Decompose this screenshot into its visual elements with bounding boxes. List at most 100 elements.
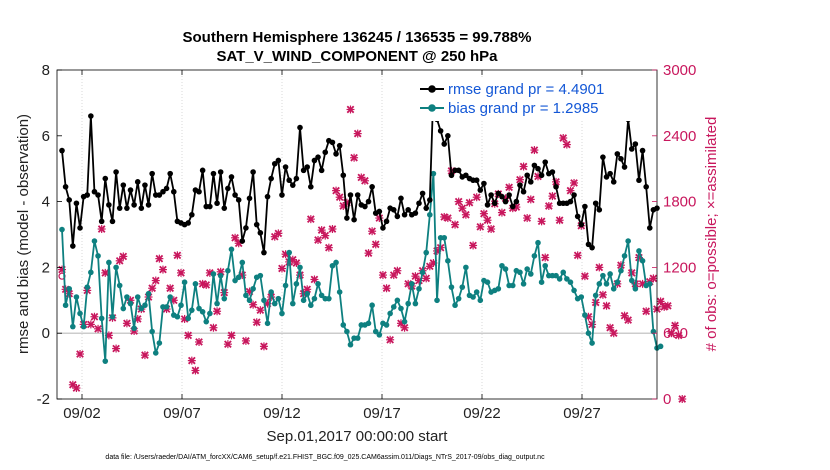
obs-assimilated-marker	[606, 323, 615, 332]
bias-point	[264, 320, 271, 327]
bias-point	[441, 234, 448, 241]
rmse-series	[59, 86, 660, 256]
y-tick-label-0: -2	[37, 391, 50, 408]
bias-point	[232, 277, 238, 284]
obs-assimilated-marker	[223, 340, 232, 349]
bias-point	[614, 279, 621, 286]
obs-assimilated-marker	[191, 366, 200, 375]
bias-point	[427, 211, 433, 218]
bias-point	[246, 297, 253, 304]
y-tick-label-5: 8	[42, 62, 50, 79]
bias-point	[398, 305, 404, 312]
rmse-point	[567, 198, 574, 205]
obs-assimilated-marker	[469, 241, 478, 250]
rmse-point	[614, 151, 621, 157]
bias-point	[463, 264, 469, 271]
bias-point	[448, 284, 455, 290]
x-tick-label-5: 09/27	[563, 405, 601, 422]
obs-assimilated-marker	[555, 216, 564, 225]
rmse-point	[351, 216, 357, 223]
rmse-point	[77, 225, 83, 231]
rmse-point	[160, 188, 166, 195]
y2-axis-label: # of obs: o=possible; ×=assimilated	[703, 117, 720, 352]
rmse-point	[91, 188, 98, 195]
rmse-point	[553, 183, 559, 190]
x-tick-label-2: 09/12	[263, 405, 301, 422]
x-axis-label: Sep.01,2017 00:00:00 start	[267, 428, 449, 445]
bias-point	[228, 246, 235, 253]
bias-point	[221, 295, 228, 302]
rmse-point	[59, 147, 65, 154]
obs-assimilated-marker	[422, 274, 431, 283]
bias-point	[430, 170, 437, 177]
obs-assimilated-marker	[573, 251, 582, 260]
rmse-point	[257, 230, 264, 236]
bias-point	[70, 323, 76, 330]
x-axis-ticks: 09/02 09/07 09/12 09/17 09/22 09/27	[63, 70, 601, 422]
bias-point	[408, 281, 415, 287]
obs-assimilated-marker	[602, 301, 611, 310]
rmse-point	[354, 192, 361, 198]
rmse-point	[455, 167, 462, 174]
obs-assimilated-marker	[519, 162, 528, 171]
rmse-point	[643, 183, 649, 190]
obs-assimilated-marker	[667, 329, 676, 338]
obs-assimilated-marker	[598, 290, 607, 299]
rmse-point	[189, 211, 195, 218]
rmse-point	[311, 157, 318, 164]
bias-point	[412, 300, 419, 307]
bias-point	[329, 262, 336, 269]
bias-point	[452, 302, 458, 309]
rmse-point	[145, 202, 152, 208]
bias-point	[347, 341, 354, 348]
rmse-point	[538, 172, 545, 179]
obs-assimilated-marker	[487, 225, 496, 234]
rmse-point	[600, 154, 606, 160]
obs-assimilated-marker	[562, 140, 571, 149]
rmse-point	[542, 159, 549, 165]
rmse-point	[484, 202, 491, 208]
rmse-point	[531, 162, 538, 169]
bias-point	[203, 318, 210, 325]
data-file-footer: data file: /Users/raeder/DAI/ATM_forcXX/…	[105, 454, 545, 461]
bias-point	[300, 297, 307, 304]
y2-tick-label-4: 2400	[663, 128, 696, 145]
bias-point	[499, 262, 505, 269]
rmse-point	[84, 192, 91, 198]
obs-assimilated-marker	[155, 254, 164, 263]
obs-assimilated-marker	[548, 192, 557, 201]
rmse-point	[134, 179, 141, 185]
bias-point	[455, 295, 462, 302]
rmse-point	[271, 160, 278, 167]
obs-assimilated-marker	[72, 384, 81, 393]
rmse-point	[369, 183, 375, 190]
bias-point	[502, 266, 509, 272]
obs-assimilated-marker	[678, 395, 687, 403]
bias-point	[383, 322, 390, 328]
rmse-point	[149, 170, 155, 177]
obs-assimilated-marker	[443, 214, 452, 223]
rmse-point	[646, 225, 653, 231]
bias-point	[127, 300, 134, 307]
bias-point	[477, 297, 484, 304]
bias-point	[376, 332, 383, 338]
rmse-point	[246, 195, 253, 202]
bias-point	[217, 272, 224, 279]
bias-point	[235, 274, 242, 281]
rmse-point	[419, 190, 426, 197]
obs-assimilated-marker	[479, 209, 488, 218]
obs-assimilated-marker	[231, 233, 240, 242]
obs-assimilated-marker	[241, 336, 250, 345]
bias-point	[134, 294, 141, 300]
rmse-point	[596, 207, 603, 213]
rmse-point	[207, 203, 213, 210]
obs-assimilated-marker	[140, 351, 149, 360]
bias-point	[102, 358, 109, 364]
bias-point	[199, 309, 206, 315]
rmse-point	[170, 188, 177, 195]
rmse-point	[333, 151, 339, 157]
rmse-point	[463, 172, 469, 179]
obs-assimilated-marker	[505, 183, 514, 192]
x-gridlines	[81, 70, 583, 399]
